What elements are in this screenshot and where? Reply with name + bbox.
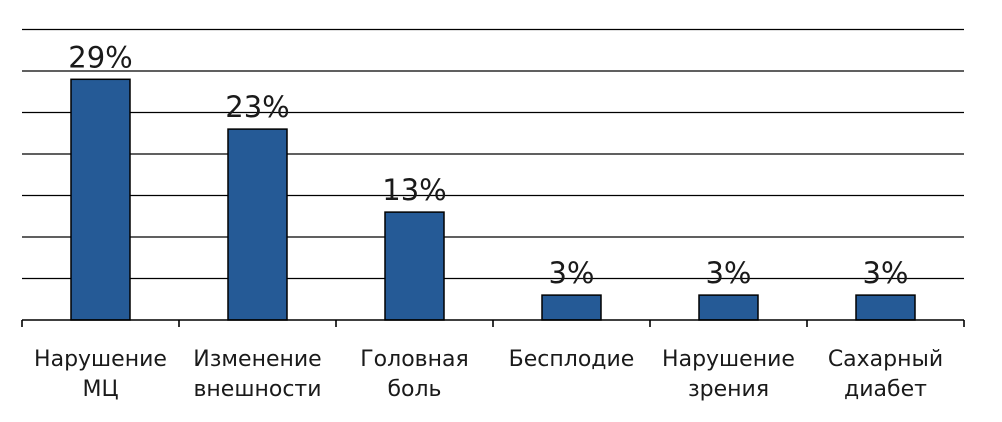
data-label: 29% [68,40,132,74]
category-label-line: МЦ [82,377,118,402]
data-label: 3% [705,256,751,290]
bar [698,294,759,321]
category-label: Бесплодие [509,347,635,372]
category-label-line: диабет [844,377,927,402]
category-label-line: Нарушение [662,347,795,372]
gridlines [22,28,964,280]
category-label: Головная боль [360,347,468,402]
data-label: 13% [382,173,446,207]
category-label: Сахарный диабет [828,347,943,402]
category-label-line: зрения [688,377,769,402]
data-label: 3% [548,256,594,290]
bar [855,294,916,321]
x-axis [21,319,965,327]
category-label-line: Головная [360,347,468,372]
category-labels: Нарушение МЦ Изменение внешности Головная бол… [34,347,943,402]
category-label-line: боль [387,377,441,402]
bars [70,78,916,321]
category-label-line: внешности [193,377,321,402]
category-label-line: Сахарный [828,347,943,372]
data-label: 23% [225,90,289,124]
bar [541,294,602,321]
data-labels: 29% 23% 13% 3% 3% 3% [68,40,908,290]
category-label: Нарушение зрения [662,347,795,402]
category-label-line: Изменение [193,347,321,372]
bar [384,211,445,321]
data-label: 3% [862,256,908,290]
bar [227,128,288,321]
category-label: Изменение внешности [193,347,321,402]
category-label-line: Бесплодие [509,347,635,372]
category-label-line: Нарушение [34,347,167,372]
category-label: Нарушение МЦ [34,347,167,402]
bar [70,78,131,321]
